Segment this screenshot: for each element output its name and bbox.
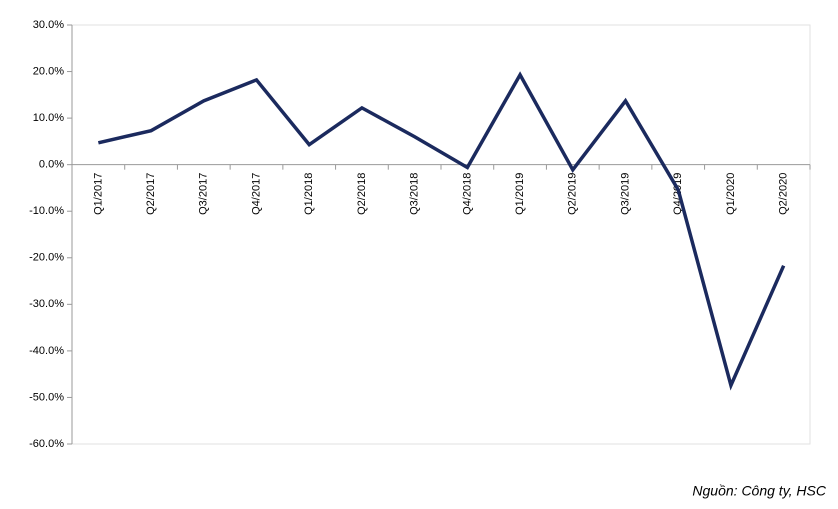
x-tick-label: Q3/2018 bbox=[409, 173, 421, 215]
x-tick-label: Q2/2017 bbox=[145, 173, 157, 215]
y-tick-label: -20.0% bbox=[29, 252, 64, 264]
x-tick-label: Q1/2017 bbox=[92, 173, 104, 215]
y-tick-label: -30.0% bbox=[29, 298, 64, 310]
y-tick-label: -10.0% bbox=[29, 205, 64, 217]
y-tick-label: 0.0% bbox=[39, 159, 64, 171]
y-tick-label: 30.0% bbox=[33, 19, 64, 31]
source-note: Nguồn: Công ty, HSC bbox=[692, 483, 826, 499]
x-tick-label: Q2/2020 bbox=[778, 173, 790, 215]
data-line bbox=[97, 71, 786, 391]
y-tick-label: -40.0% bbox=[29, 345, 64, 357]
x-tick-label: Q1/2018 bbox=[303, 173, 315, 215]
x-tick-label: Q2/2019 bbox=[567, 173, 579, 215]
x-tick-label: Q1/2020 bbox=[725, 173, 737, 215]
x-tick-label: Q4/2017 bbox=[250, 173, 262, 215]
x-tick-label: Q3/2017 bbox=[198, 173, 210, 215]
y-tick-label: 20.0% bbox=[33, 65, 64, 77]
x-tick-label: Q4/2018 bbox=[461, 173, 473, 215]
y-tick-label: -60.0% bbox=[29, 438, 64, 450]
y-tick-label: 10.0% bbox=[33, 112, 64, 124]
plot-frame bbox=[71, 24, 811, 445]
y-tick-label: -50.0% bbox=[29, 391, 64, 403]
x-tick-label: Q3/2019 bbox=[619, 173, 631, 215]
x-tick-label: Q2/2018 bbox=[356, 173, 368, 215]
x-tick-label: Q1/2019 bbox=[514, 173, 526, 215]
